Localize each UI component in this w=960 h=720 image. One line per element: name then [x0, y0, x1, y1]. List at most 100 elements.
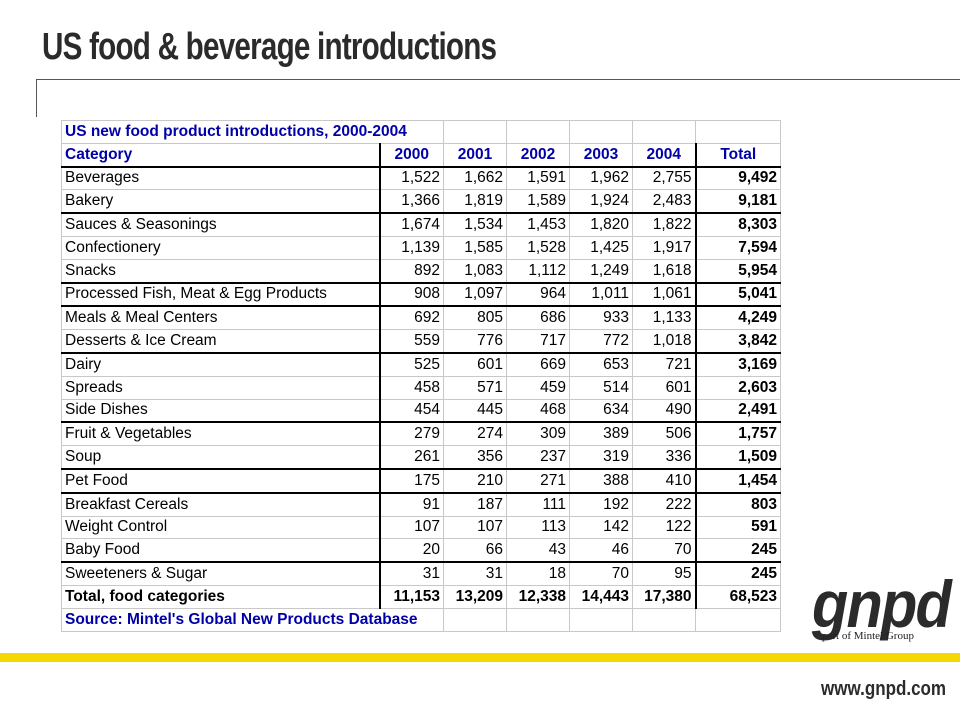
introductions-table: US new food product introductions, 2000-…	[60, 120, 782, 632]
total-header: Total	[694, 142, 782, 168]
value-cell: 1,083	[443, 258, 508, 284]
value-cell: 410	[632, 468, 697, 494]
category-cell: Desserts & Ice Cream	[61, 329, 381, 354]
value-cell: 46	[569, 538, 634, 564]
value-cell: 1,534	[443, 212, 508, 237]
slide-title: US food & beverage introductions	[42, 26, 497, 68]
value-cell: 772	[569, 329, 634, 354]
row-total-cell: 803	[694, 492, 782, 517]
value-cell: 458	[378, 375, 445, 400]
value-cell: 389	[569, 421, 634, 447]
row-total-cell: 5,954	[694, 258, 782, 284]
accent-bar	[0, 653, 960, 662]
value-cell: 1,528	[506, 235, 571, 260]
value-cell: 113	[506, 515, 571, 540]
value-cell: 1,962	[569, 166, 634, 191]
value-cell: 454	[378, 398, 445, 424]
value-cell: 1,133	[632, 305, 697, 331]
value-cell: 70	[632, 538, 697, 564]
category-cell: Weight Control	[61, 515, 381, 540]
value-cell: 122	[632, 515, 697, 540]
value-cell: 91	[378, 492, 445, 517]
value-cell: 490	[632, 398, 697, 424]
value-cell: 1,366	[378, 189, 445, 215]
category-cell: Fruit & Vegetables	[61, 421, 381, 447]
table-title-row: US new food product introductions, 2000-…	[60, 120, 782, 144]
table-row: Confectionery 1,139 1,585 1,528 1,425 1,917 7,…	[61, 235, 782, 260]
row-total-cell: 1,509	[694, 445, 782, 470]
value-cell: 506	[632, 421, 697, 447]
value-cell: 1,522	[378, 166, 445, 191]
value-cell: 514	[569, 375, 634, 400]
table-title: US new food product introductions, 2000-…	[60, 120, 445, 144]
title-divider-vertical	[36, 79, 37, 117]
category-cell: Beverages	[61, 166, 381, 191]
value-cell: 261	[378, 445, 445, 470]
value-cell: 601	[443, 352, 508, 377]
total-value-cell: 11,153	[378, 584, 445, 609]
value-cell: 222	[632, 492, 697, 517]
value-cell: 776	[443, 329, 508, 354]
value-cell: 356	[443, 445, 508, 470]
value-cell: 601	[632, 375, 697, 400]
value-cell: 107	[378, 515, 445, 540]
table-row: Sauces & Seasonings 1,674 1,534 1,453 1,820 1…	[61, 212, 782, 237]
source-row: Source: Mintel's Global New Products Dat…	[60, 607, 782, 632]
table-row: Weight Control 107 107 113 142 122 591	[61, 515, 782, 540]
value-cell: 1,018	[632, 329, 697, 354]
table-row: Bakery 1,366 1,819 1,589 1,924 2,483 9,181	[61, 189, 782, 215]
table-row: Side Dishes 454 445 468 634 490 2,491	[61, 398, 782, 424]
value-cell: 1,139	[378, 235, 445, 260]
value-cell: 31	[378, 561, 445, 586]
value-cell: 1,011	[569, 282, 634, 308]
category-cell: Meals & Meal Centers	[61, 305, 381, 331]
source-note: Source: Mintel's Global New Products Dat…	[60, 607, 445, 632]
category-cell: Dairy	[61, 352, 381, 377]
value-cell: 271	[506, 468, 571, 494]
category-cell: Processed Fish, Meat & Egg Products	[61, 282, 381, 308]
value-cell: 107	[443, 515, 508, 540]
year-header: 2000	[378, 142, 445, 168]
category-cell: Breakfast Cereals	[61, 492, 381, 517]
value-cell: 111	[506, 492, 571, 517]
row-total-cell: 4,249	[694, 305, 782, 331]
total-value-cell: 14,443	[569, 584, 634, 609]
year-header: 2004	[632, 142, 697, 168]
value-cell: 309	[506, 421, 571, 447]
value-cell: 692	[378, 305, 445, 331]
total-value-cell: 12,338	[506, 584, 571, 609]
row-total-cell: 591	[694, 515, 782, 540]
row-total-cell: 5,041	[694, 282, 782, 308]
table-row: Dairy 525 601 669 653 721 3,169	[61, 352, 782, 377]
value-cell: 1,591	[506, 166, 571, 191]
value-cell: 892	[378, 258, 445, 284]
category-cell: Snacks	[61, 258, 381, 284]
value-cell: 336	[632, 445, 697, 470]
logo-wordmark: gnpd	[812, 567, 952, 641]
value-cell: 964	[506, 282, 571, 308]
value-cell: 18	[506, 561, 571, 586]
value-cell: 717	[506, 329, 571, 354]
value-cell: 175	[378, 468, 445, 494]
value-cell: 1,822	[632, 212, 697, 237]
website-url[interactable]: www.gnpd.com	[821, 678, 946, 700]
table-row: Baby Food 20 66 43 46 70 245	[61, 538, 782, 564]
total-value-cell: 13,209	[443, 584, 508, 609]
year-header: 2001	[443, 142, 508, 168]
row-total-cell: 3,842	[694, 329, 782, 354]
title-divider	[36, 79, 960, 80]
category-cell: Soup	[61, 445, 381, 470]
value-cell: 1,425	[569, 235, 634, 260]
row-total-cell: 1,757	[694, 421, 782, 447]
value-cell: 445	[443, 398, 508, 424]
table-row: Spreads 458 571 459 514 601 2,603	[61, 375, 782, 400]
category-cell: Sweeteners & Sugar	[61, 561, 381, 586]
total-label: Total, food categories	[61, 584, 381, 609]
value-cell: 1,453	[506, 212, 571, 237]
table-row: Pet Food 175 210 271 388 410 1,454	[61, 468, 782, 494]
value-cell: 559	[378, 329, 445, 354]
value-cell: 1,585	[443, 235, 508, 260]
category-cell: Spreads	[61, 375, 381, 400]
row-total-cell: 9,181	[694, 189, 782, 215]
table-row: Fruit & Vegetables 279 274 309 389 506 1,757	[61, 421, 782, 447]
